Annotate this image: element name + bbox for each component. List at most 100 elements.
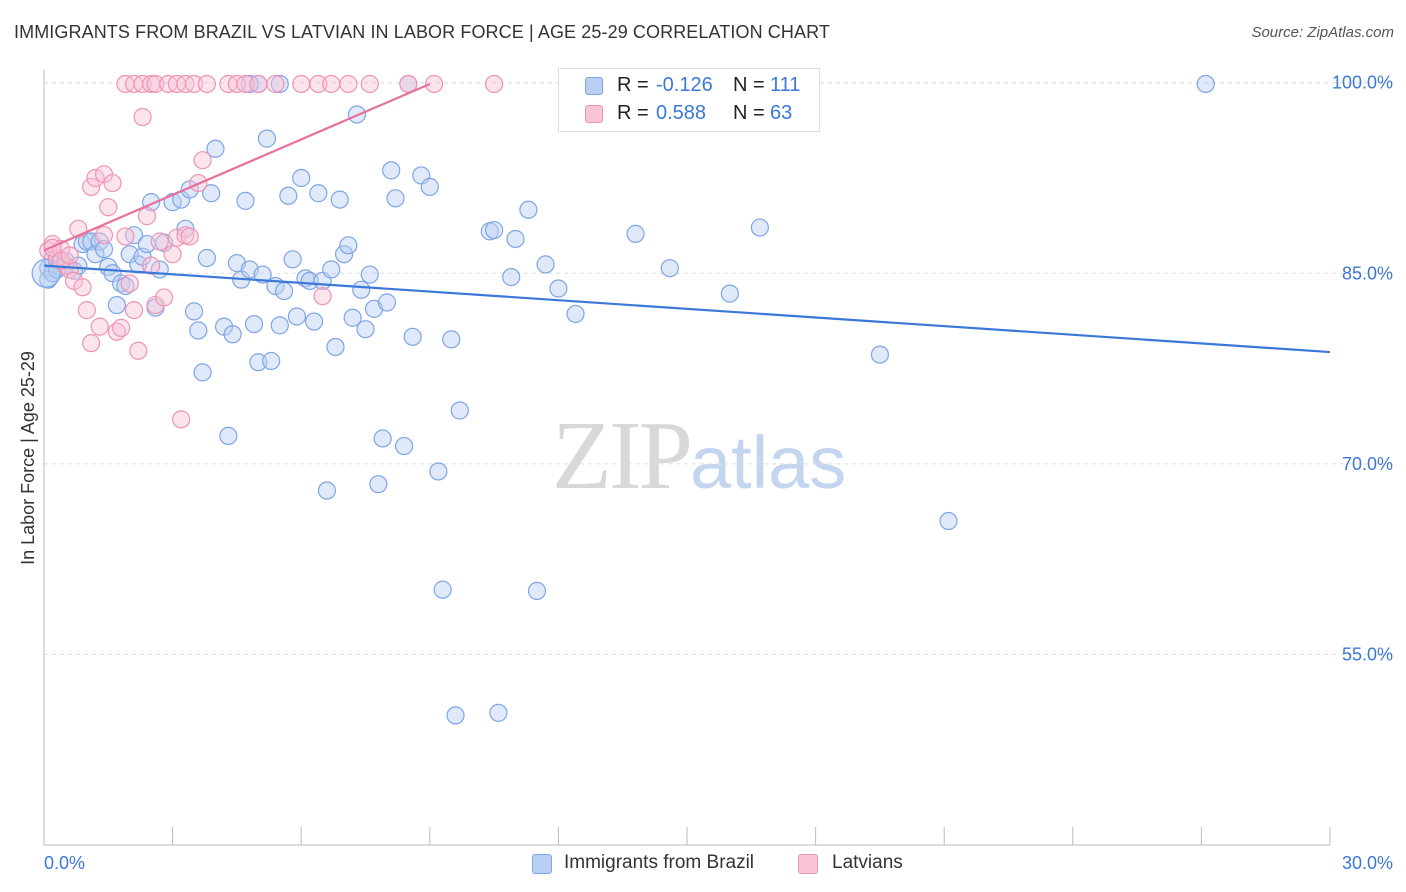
latvian-point <box>313 287 332 306</box>
source-label: Source: ZipAtlas.com <box>1251 24 1394 41</box>
latvian-point <box>133 107 152 127</box>
brazil-point <box>536 255 555 274</box>
brazil-point <box>446 706 465 725</box>
brazil-point <box>334 245 354 264</box>
latvian-point <box>90 317 109 336</box>
legend-label-latvians: Latvians <box>832 852 903 873</box>
brazil-point <box>330 190 349 209</box>
trend-lines <box>43 82 1331 354</box>
brazil-point <box>527 581 547 601</box>
brazil-point <box>279 186 298 205</box>
brazil-point <box>197 248 216 268</box>
brazil-point <box>939 511 958 531</box>
latvian-point <box>163 245 182 264</box>
latvian-point <box>82 334 101 353</box>
brazil-point <box>489 703 508 722</box>
brazil-point <box>339 236 358 255</box>
brazil-point <box>382 161 401 180</box>
brazil-point <box>356 320 375 339</box>
legend-swatch-brazil <box>532 854 552 874</box>
brazil-point <box>317 481 337 500</box>
latvian-point <box>120 274 139 293</box>
brazil-point <box>253 265 272 284</box>
brazil-point <box>352 280 371 299</box>
brazil-point <box>219 426 238 446</box>
brazil-point <box>386 189 405 208</box>
brazil-point <box>343 308 362 327</box>
legend-swatch-brazil <box>585 77 603 95</box>
legend-swatch-latvians <box>798 854 818 874</box>
latvian-point <box>146 74 165 94</box>
legend-n-label: N = <box>733 74 765 96</box>
latvian-point <box>424 74 444 94</box>
brazil-point <box>193 363 212 382</box>
brazil-point <box>506 229 525 249</box>
brazil-point <box>373 429 392 448</box>
brazil-point <box>189 321 208 340</box>
brazil-point <box>377 293 397 312</box>
brazil-point <box>429 462 448 481</box>
latvian-point <box>86 168 105 188</box>
latvian-point <box>82 177 101 196</box>
brazil-point <box>287 307 307 326</box>
series-latvians-points <box>39 74 504 429</box>
legend-label-brazil: Immigrants from Brazil <box>564 852 755 873</box>
tick-labels: 55.0% 70.0% 85.0% 100.0% 0.0% 30.0% <box>44 73 1393 873</box>
watermark-zip: ZIP <box>552 402 693 510</box>
latvian-point <box>137 207 156 226</box>
brazil-point <box>292 168 311 188</box>
correlation-legend: R = -0.126 N = 111 R = 0.588 N = 63 <box>558 68 820 132</box>
brazil-point <box>485 220 504 240</box>
latvian-point <box>322 74 341 94</box>
brazil-point <box>750 218 769 237</box>
legend-r-label: R = <box>617 74 649 96</box>
brazil-point <box>304 312 324 331</box>
brazil-point <box>1196 74 1215 94</box>
brazil-point <box>184 302 204 321</box>
brazil-point <box>202 184 221 203</box>
latvian-point <box>339 74 358 94</box>
legend-n-label: N = <box>733 102 765 124</box>
latvian-point <box>94 226 114 245</box>
axes <box>43 70 1331 846</box>
latvian-point <box>292 74 311 94</box>
brazil-point <box>566 304 585 324</box>
brazil-point <box>322 260 341 279</box>
latvian-point <box>77 301 96 320</box>
y-tick-label: 85.0% <box>1342 263 1393 283</box>
brazil-point <box>262 351 281 371</box>
legend-n-value-brazil: 111 <box>770 74 801 96</box>
brazil-point <box>450 401 469 420</box>
brazil-point <box>326 337 345 357</box>
brazil-point <box>870 345 890 364</box>
legend-r-value-latvians: 0.588 <box>656 102 707 124</box>
brazil-point <box>369 475 388 494</box>
latvian-point <box>150 232 169 251</box>
latvian-point <box>112 318 131 338</box>
brazil-point <box>403 327 422 346</box>
latvian-point <box>180 227 199 246</box>
latvian-point <box>142 256 161 275</box>
y-tick-label: 70.0% <box>1342 454 1393 474</box>
brazil-point <box>300 271 319 291</box>
latvian-point <box>172 410 191 429</box>
watermark: ZIPatlas <box>552 400 846 512</box>
latvian-point <box>73 278 92 297</box>
latvian-point <box>154 288 174 307</box>
brazil-point <box>206 139 225 158</box>
brazil-point <box>283 250 302 269</box>
y-tick-label: 100.0% <box>1332 73 1393 93</box>
x-tick-label: 30.0% <box>1342 853 1393 873</box>
brazil-point <box>107 295 126 315</box>
latvian-point <box>360 74 379 94</box>
grid-lines <box>44 82 1394 655</box>
latvian-point <box>184 74 204 94</box>
latvian-point <box>193 151 212 170</box>
latvian-point <box>249 74 268 94</box>
legend-swatch-latvians <box>585 105 603 123</box>
trend-line-latvians <box>43 82 431 252</box>
watermark-atlas: atlas <box>690 421 847 504</box>
y-axis-label: In Labor Force | Age 25-29 <box>18 351 38 565</box>
y-tick-label: 55.0% <box>1342 644 1393 664</box>
brazil-point <box>94 240 114 259</box>
